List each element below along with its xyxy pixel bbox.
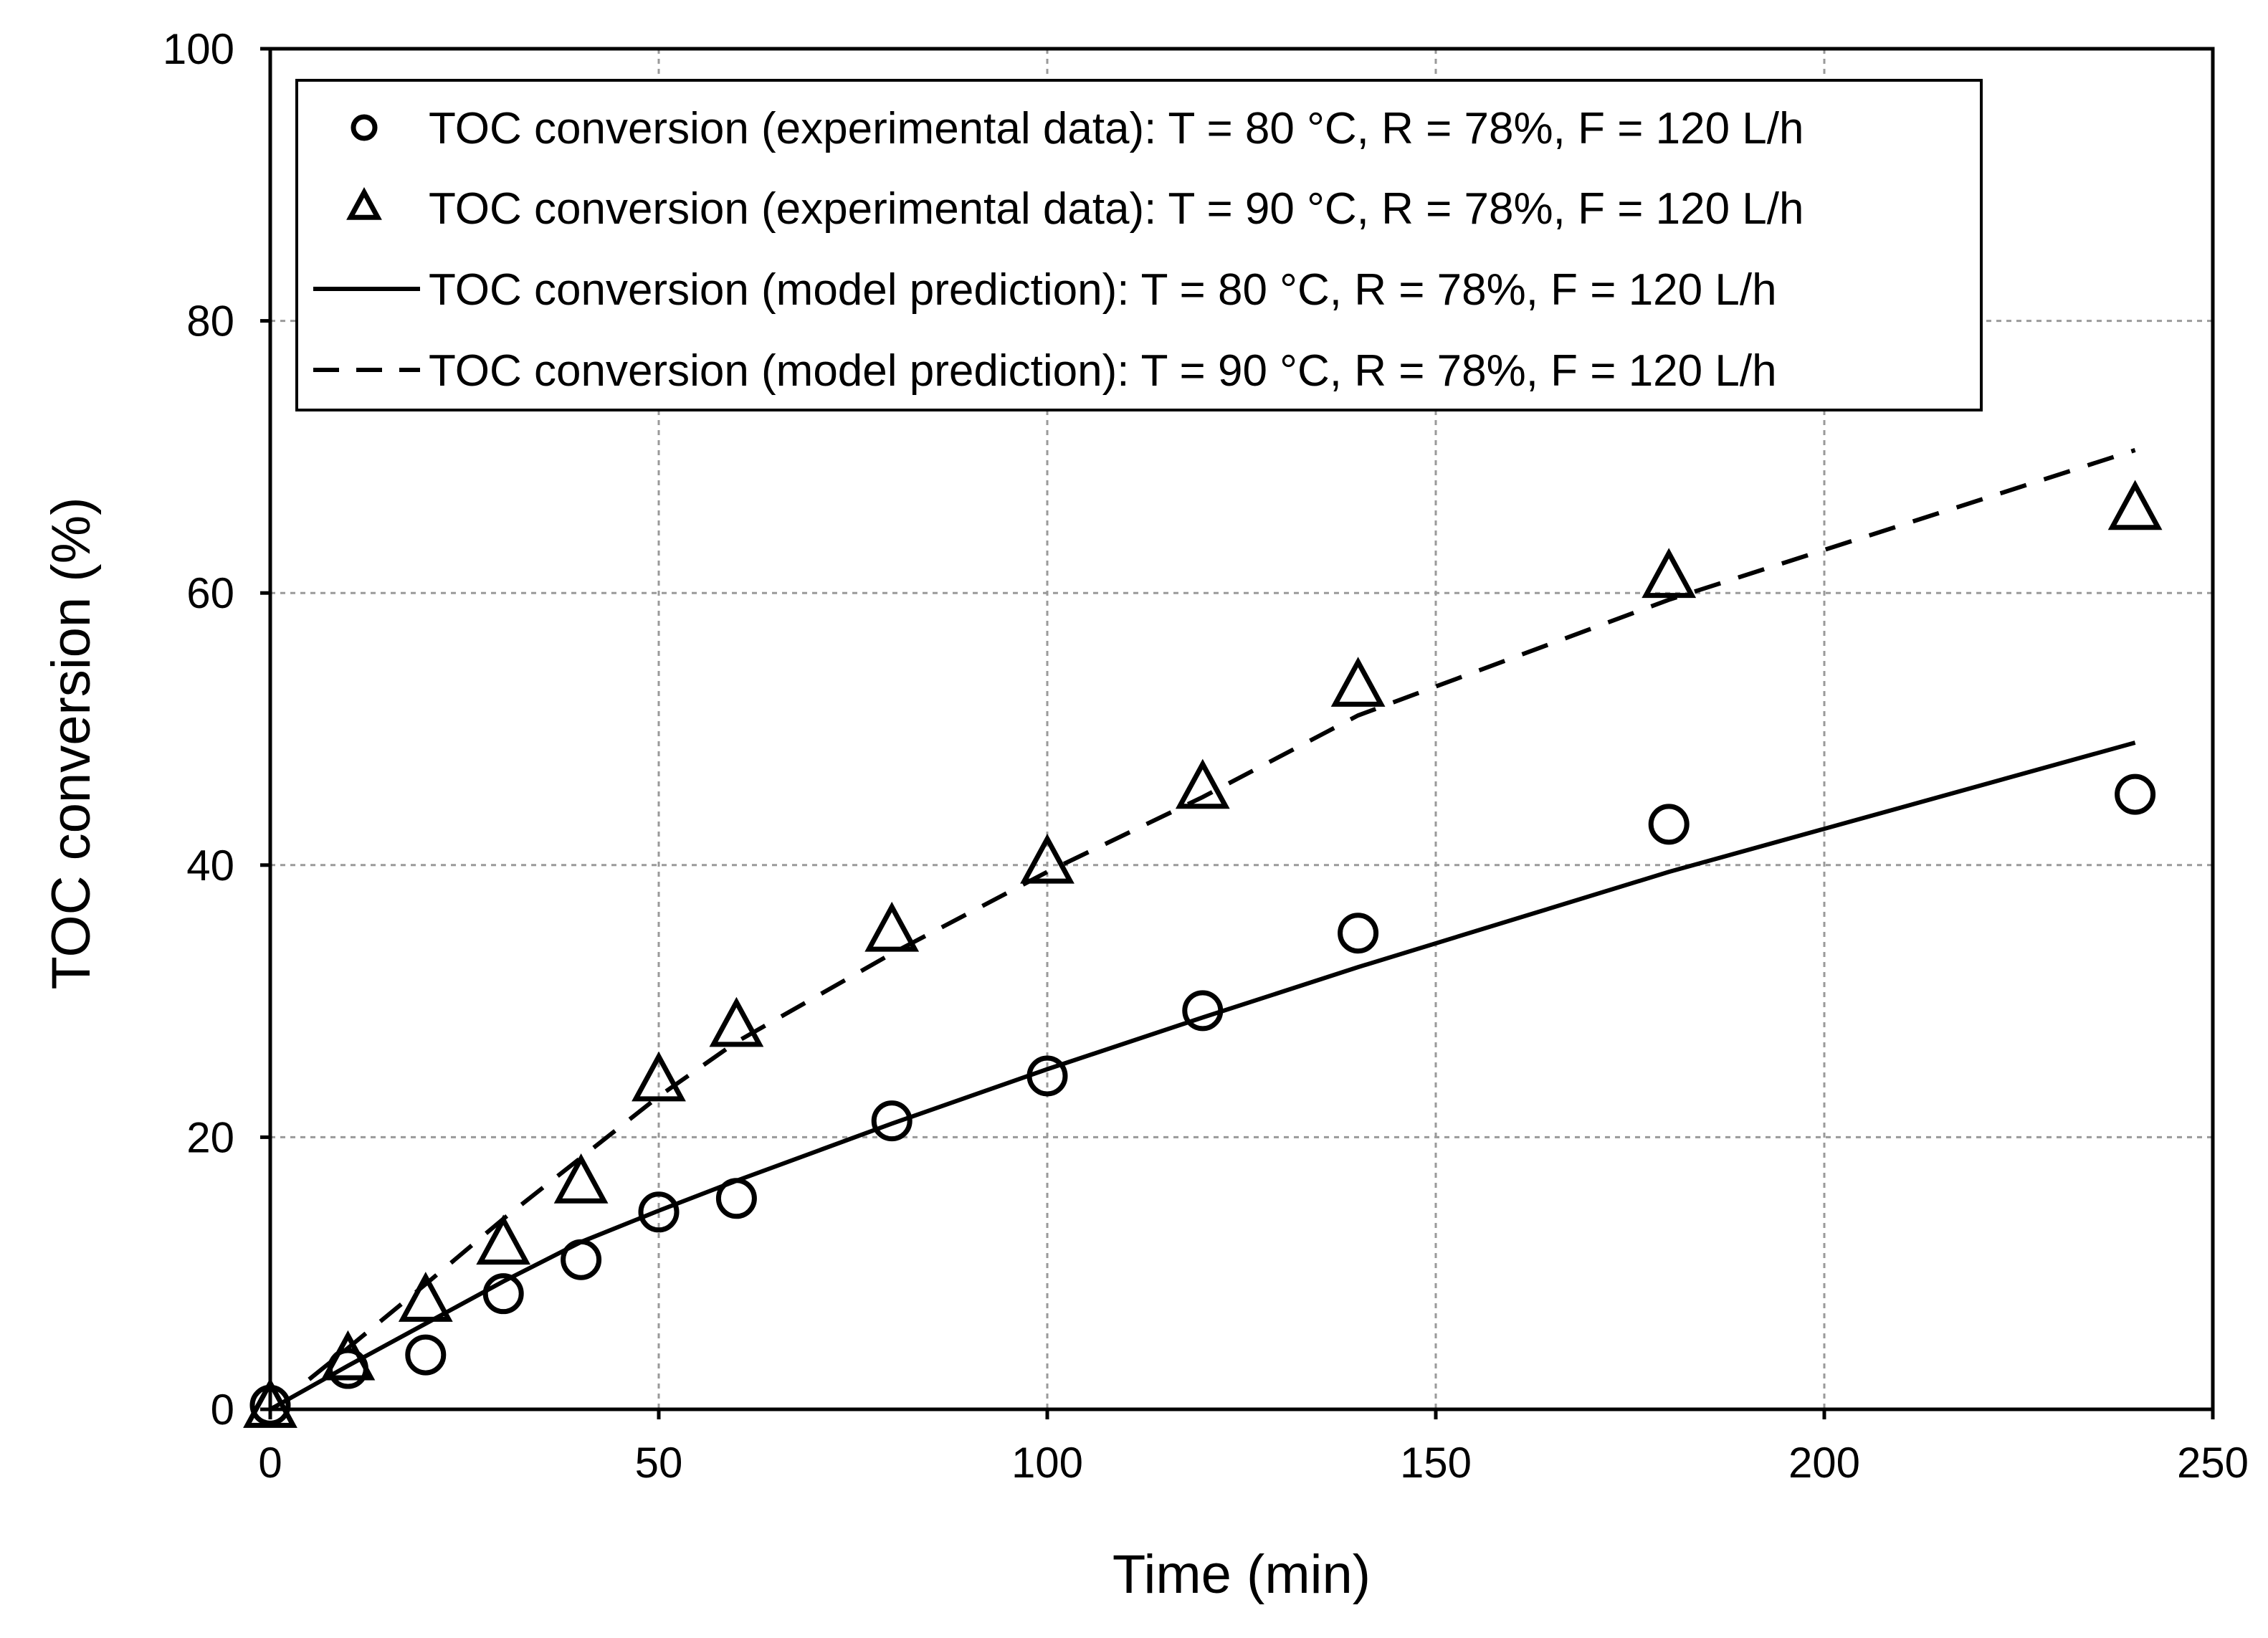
legend-label-model-80: TOC conversion (model prediction): T = 8… — [429, 265, 1777, 315]
data-point-triangle — [398, 1272, 453, 1322]
data-point-circle — [2115, 773, 2156, 815]
legend: TOC conversion (experimental data): T = … — [295, 79, 1983, 411]
legend-triangle-marker — [346, 186, 382, 220]
axis-ticks: 0 50 100 150 200 250 0 20 40 60 80 100 — [163, 25, 2249, 1487]
data-point-circle — [482, 1273, 524, 1315]
x-tick-label: 0 — [258, 1439, 282, 1487]
data-point-triangle — [553, 1153, 609, 1204]
data-point-triangle — [320, 1330, 376, 1381]
x-axis-label: Time (min) — [1112, 1544, 1371, 1605]
x-tick-label: 150 — [1400, 1439, 1472, 1487]
series-group-3 — [308, 448, 2136, 1381]
model-line-90c — [308, 448, 2136, 1381]
data-point-triangle — [476, 1214, 531, 1265]
y-tick-label: 100 — [163, 25, 234, 73]
x-tick-label: 100 — [1011, 1439, 1083, 1487]
data-point-circle — [561, 1239, 602, 1280]
x-tick-label: 50 — [635, 1439, 683, 1487]
data-point-circle — [638, 1191, 680, 1233]
data-point-triangle — [1642, 548, 1697, 599]
y-tick-label: 0 — [211, 1386, 234, 1434]
y-tick-label: 20 — [186, 1113, 234, 1161]
legend-label-exp-90: TOC conversion (experimental data): T = … — [429, 184, 1804, 234]
data-point-circle — [1026, 1055, 1068, 1097]
y-tick-label: 40 — [186, 842, 234, 890]
data-point-triangle — [2107, 480, 2163, 530]
plot-area-frame — [268, 47, 2215, 1411]
series-group-1 — [243, 480, 2163, 1428]
series-group-0 — [249, 773, 2156, 1426]
data-point-circle — [1182, 990, 1224, 1032]
data-point-circle — [715, 1178, 757, 1219]
data-point-triangle — [632, 1051, 686, 1102]
data-series — [243, 448, 2163, 1428]
legend-label-exp-80: TOC conversion (experimental data): T = … — [429, 104, 1804, 153]
data-point-triangle — [709, 996, 764, 1047]
legend-symbol-triangle — [346, 186, 382, 220]
data-point-triangle — [243, 1378, 297, 1428]
data-point-circle — [405, 1334, 447, 1376]
legend-circle-marker — [351, 114, 378, 141]
data-point-triangle — [1330, 657, 1386, 707]
data-point-triangle — [1175, 758, 1230, 809]
x-tick-label: 250 — [2177, 1439, 2249, 1487]
y-tick-label: 60 — [186, 569, 234, 617]
legend-label-model-90: TOC conversion (model prediction): T = 9… — [429, 346, 1777, 396]
data-point-circle — [1338, 913, 1379, 954]
x-tick-label: 200 — [1788, 1439, 1860, 1487]
data-point-circle — [871, 1100, 913, 1142]
legend-box — [295, 79, 1983, 411]
y-axis-label: TOC conversion (%) — [41, 497, 102, 989]
data-point-triangle — [1020, 833, 1075, 884]
legend-symbol-circle — [351, 114, 378, 141]
data-point-triangle — [864, 901, 920, 952]
data-point-circle — [1648, 804, 1690, 845]
y-tick-label: 80 — [186, 297, 234, 346]
